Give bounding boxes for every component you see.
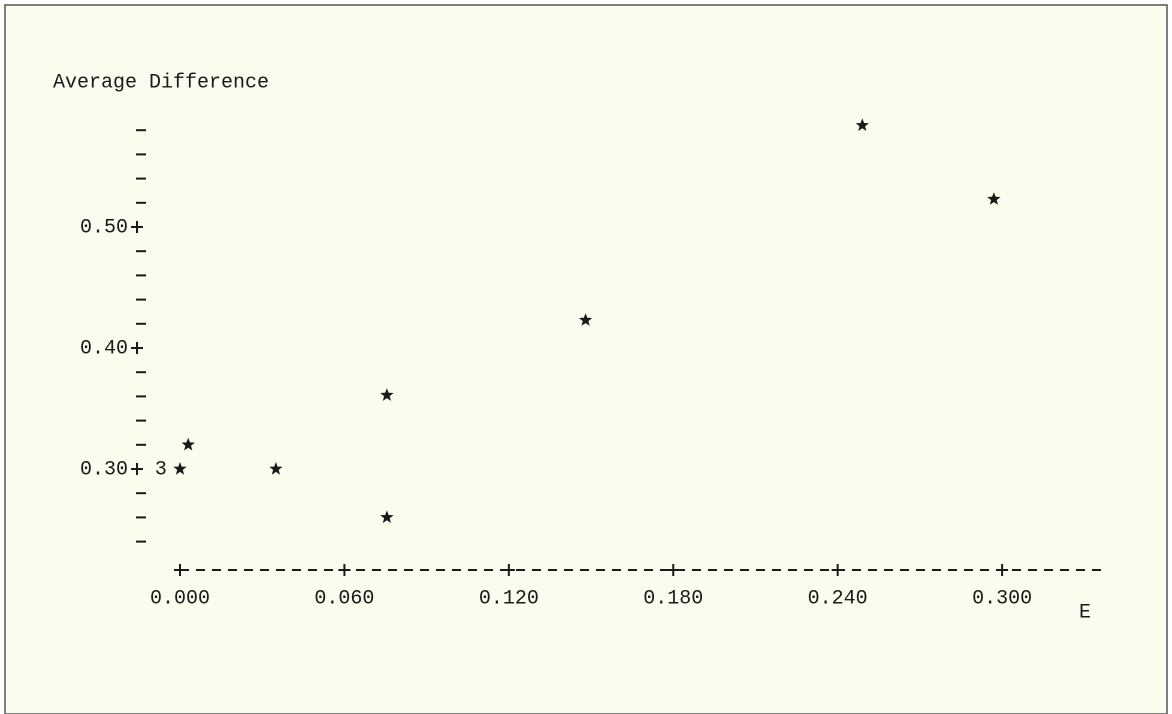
frame [4,4,1168,714]
x-tick-label: 0.120 [479,587,539,610]
x-tick-label: 0.180 [643,587,703,610]
point [855,118,869,131]
x-tick-label: 0.000 [150,587,210,610]
point [380,510,394,524]
point [578,313,593,326]
x-axis-label: E [1079,601,1091,624]
y-tick-label: 0.40 [80,337,128,360]
point [987,192,1001,205]
x-tick-label: 0.300 [972,587,1032,610]
point [181,437,195,451]
x-tick-label: 0.240 [808,587,868,610]
point [380,388,394,401]
y-tick-label: 0.30 [80,458,128,481]
x-tick-label: 0.060 [314,587,374,610]
y-tick-label: 0.50 [80,216,128,239]
point [173,462,187,475]
chart-title: Average Difference [53,71,269,94]
point [269,462,283,475]
overlap-count: 3 [155,458,167,481]
